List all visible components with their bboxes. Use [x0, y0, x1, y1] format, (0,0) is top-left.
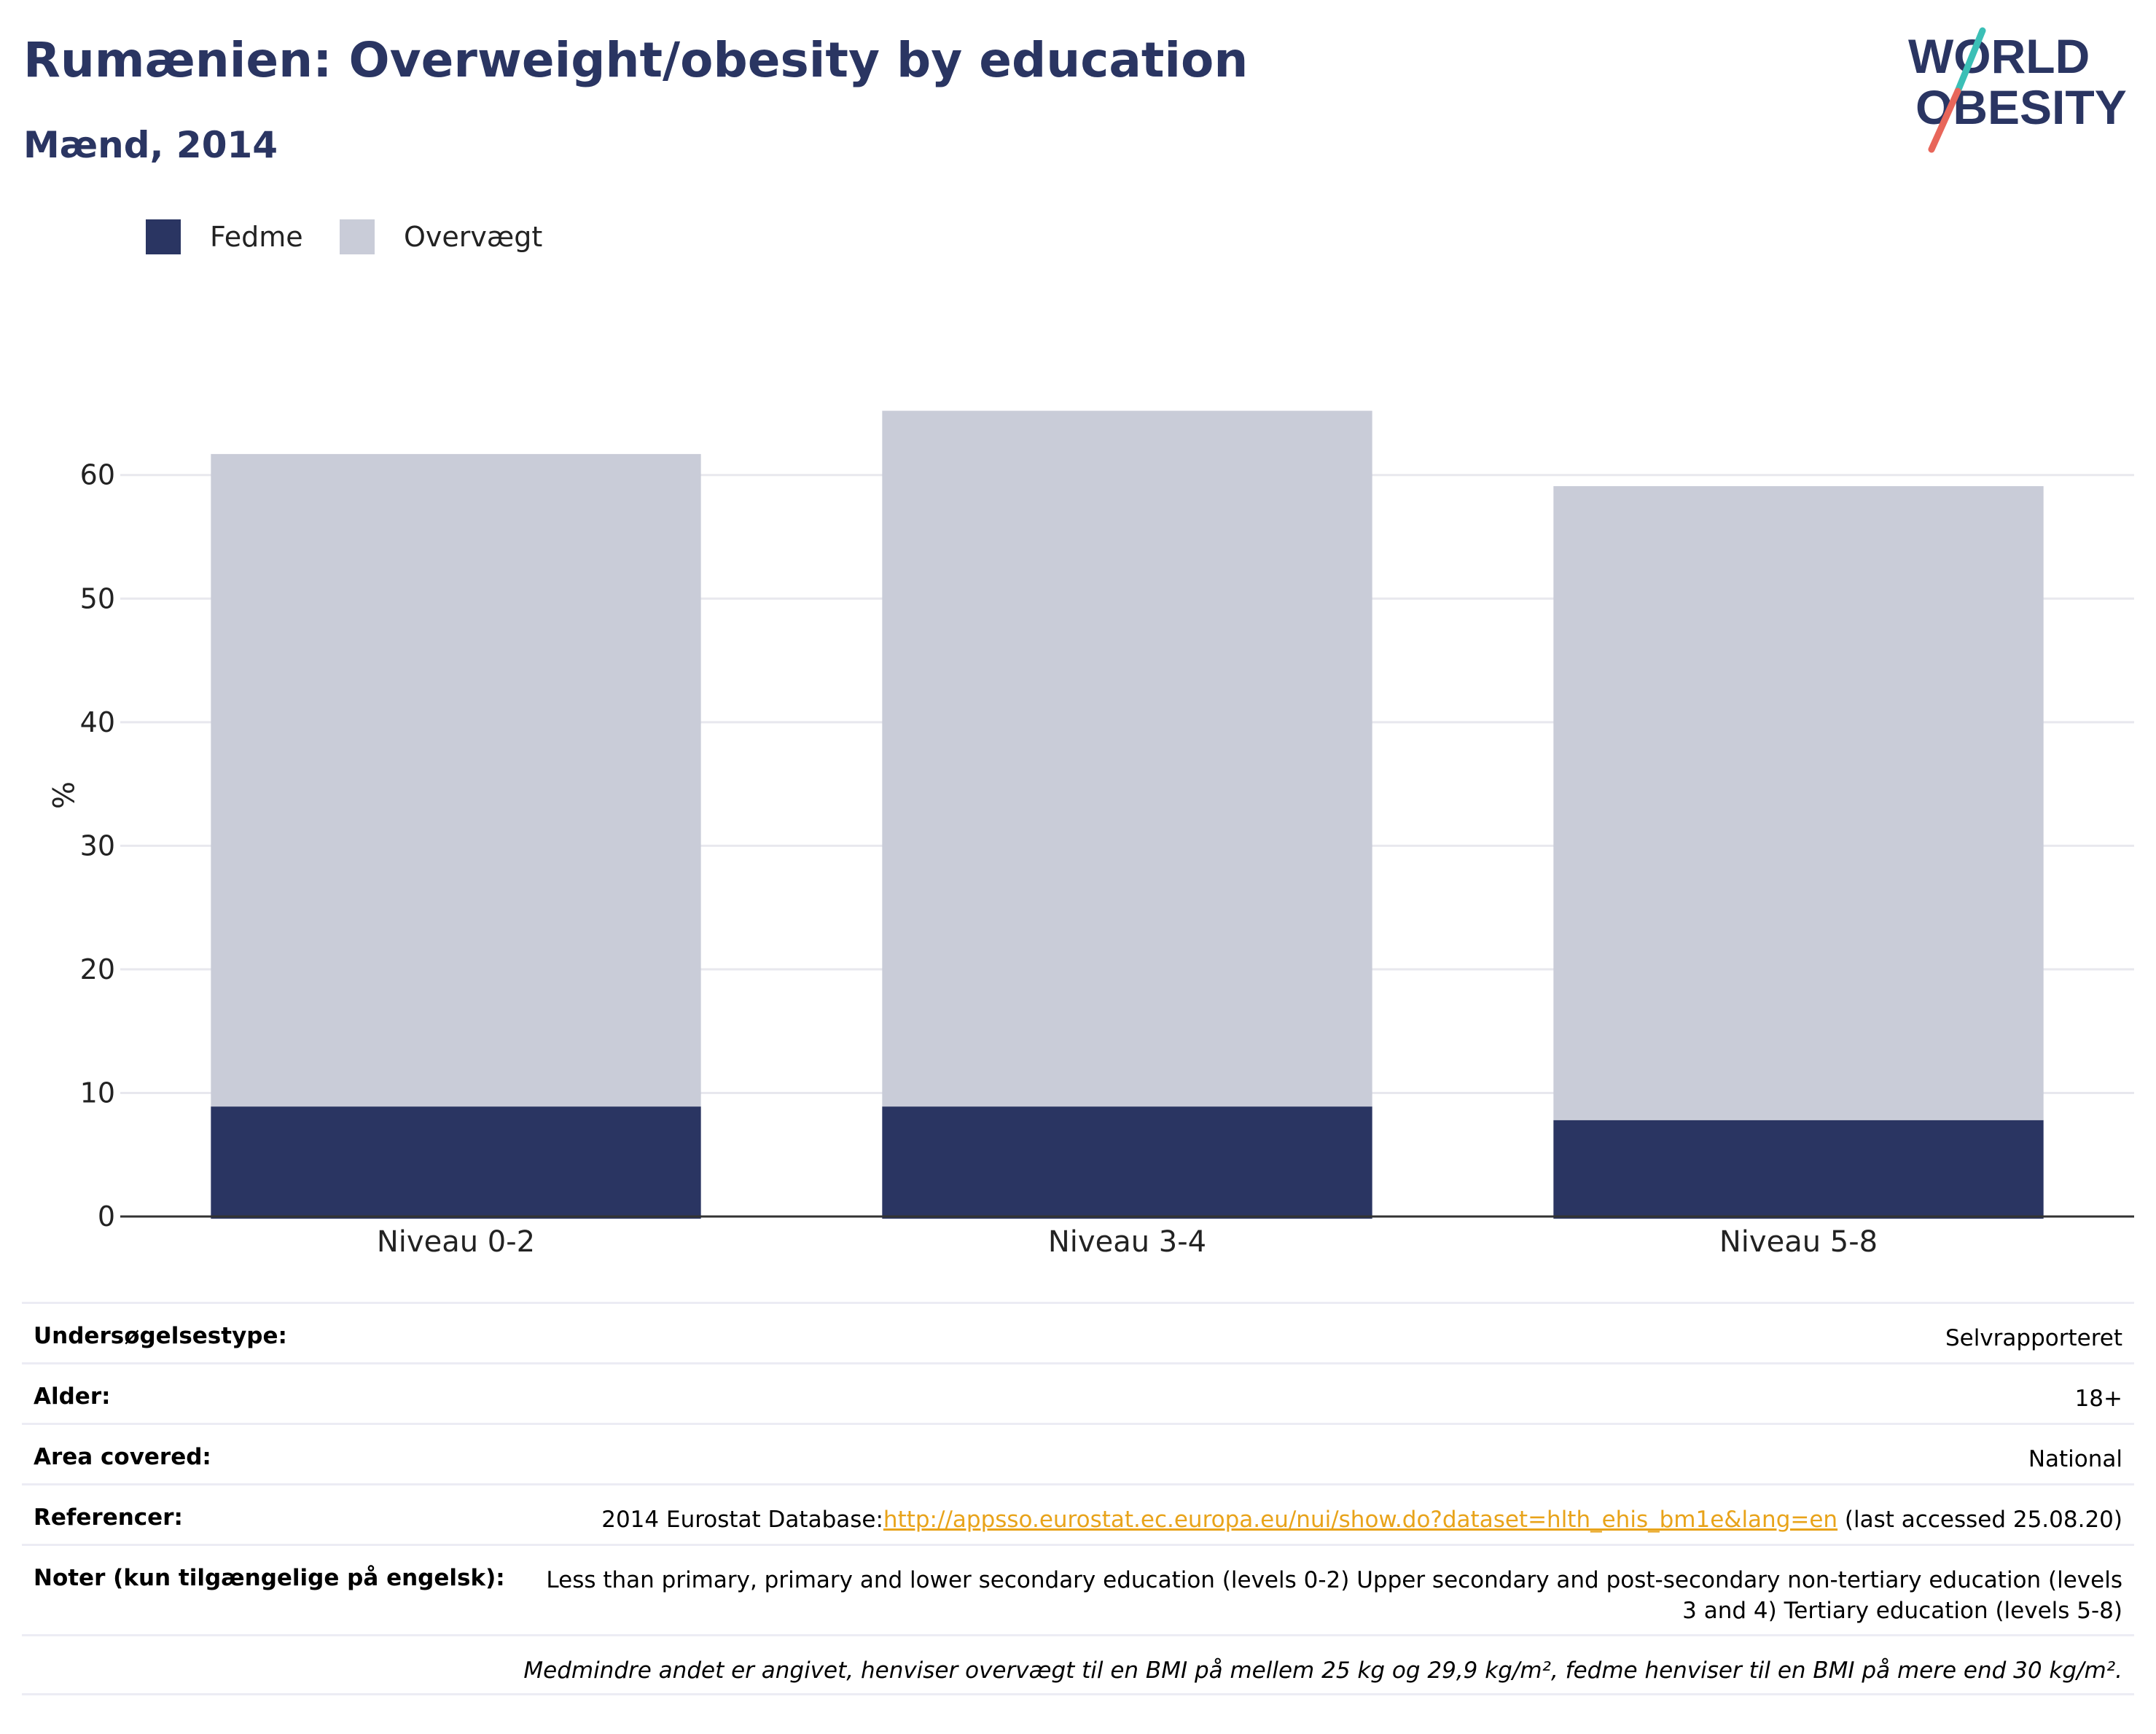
reference-prefix: 2014 Eurostat Database: [601, 1507, 883, 1533]
info-label: Undersøgelsestype: [34, 1323, 287, 1349]
y-tick-label: 60 [80, 459, 115, 491]
y-tick-label: 10 [80, 1077, 115, 1109]
legend-label-fedme: Fedme [210, 221, 303, 253]
y-tick-label: 50 [80, 582, 115, 614]
legend-swatch-overvaegt [340, 219, 375, 254]
info-value: 18+ [2074, 1386, 2122, 1412]
info-value: 2014 Eurostat Database:http://appsso.eur… [183, 1504, 2122, 1535]
info-label: Area covered: [34, 1444, 211, 1470]
info-value: Less than primary, primary and lower sec… [546, 1567, 2122, 1624]
footnote-row: Medmindre andet er angivet, henviser ove… [22, 1634, 2134, 1695]
info-row-area: Area covered: National [22, 1423, 2134, 1483]
logo-slash-bottom [1928, 87, 1961, 153]
info-row-notes: Noter (kun tilgængelige på engelsk): Les… [22, 1544, 2134, 1634]
chart-title: Rumænien: Overweight/obesity by educatio… [23, 32, 1249, 88]
bar-fedme [211, 1106, 701, 1219]
reference-suffix: (last accessed 25.08.20) [1837, 1507, 2122, 1533]
y-tick-label: 20 [80, 953, 115, 985]
bar-fedme [882, 1106, 1372, 1219]
bar-fedme [1553, 1120, 2044, 1219]
legend-swatch-fedme [146, 219, 181, 254]
bar-chart: 0 10 20 30 40 50 60 Niveau 0-2 Niveau 3-4 Niveau … [45, 410, 2134, 1259]
y-axis-label: % [45, 781, 79, 809]
y-tick-label: 30 [80, 829, 115, 862]
logo-slash-top [1954, 27, 1986, 95]
legend-item-fedme[interactable]: Fedme [146, 216, 303, 257]
x-tick-label: Niveau 5-8 [1719, 1225, 1878, 1259]
info-row-survey-type: Undersøgelsestype: Selvrapporteret [22, 1302, 2134, 1362]
y-tick-label: 0 [98, 1200, 115, 1233]
chart-subtitle: Mænd, 2014 [23, 124, 278, 166]
bar-overvaegt [1553, 485, 2044, 1120]
axes: 0 10 20 30 40 50 60 Niveau 0-2 Niveau 3-4 Niveau … [80, 459, 2134, 1259]
bars [211, 410, 2044, 1219]
reference-link[interactable]: http://appsso.eurostat.ec.europa.eu/nui/… [883, 1507, 1838, 1533]
info-label: Alder: [34, 1383, 111, 1410]
footnote: Medmindre andet er angivet, henviser ove… [523, 1657, 2122, 1684]
info-row-references: Referencer: 2014 Eurostat Database:http:… [22, 1483, 2134, 1544]
info-value: National [2028, 1446, 2122, 1472]
bar-overvaegt [211, 453, 701, 1107]
info-table: Undersøgelsestype: Selvrapporteret Alder… [22, 1302, 2134, 1695]
info-label: Noter (kun tilgængelige på engelsk): [34, 1565, 505, 1591]
world-obesity-logo: WORLD OBESITY [1908, 27, 2127, 153]
x-tick-label: Niveau 0-2 [377, 1225, 535, 1259]
x-tick-label: Niveau 3-4 [1048, 1225, 1206, 1259]
legend-label-overvaegt: Overvægt [404, 221, 543, 253]
bar-overvaegt [882, 410, 1372, 1107]
logo-line-1: WORLD [1908, 29, 2090, 83]
info-value: Selvrapporteret [1945, 1325, 2122, 1351]
legend-item-overvaegt[interactable]: Overvægt [340, 216, 542, 257]
info-row-age: Alder: 18+ [22, 1362, 2134, 1423]
info-label: Referencer: [34, 1504, 183, 1531]
y-tick-label: 40 [80, 706, 115, 738]
